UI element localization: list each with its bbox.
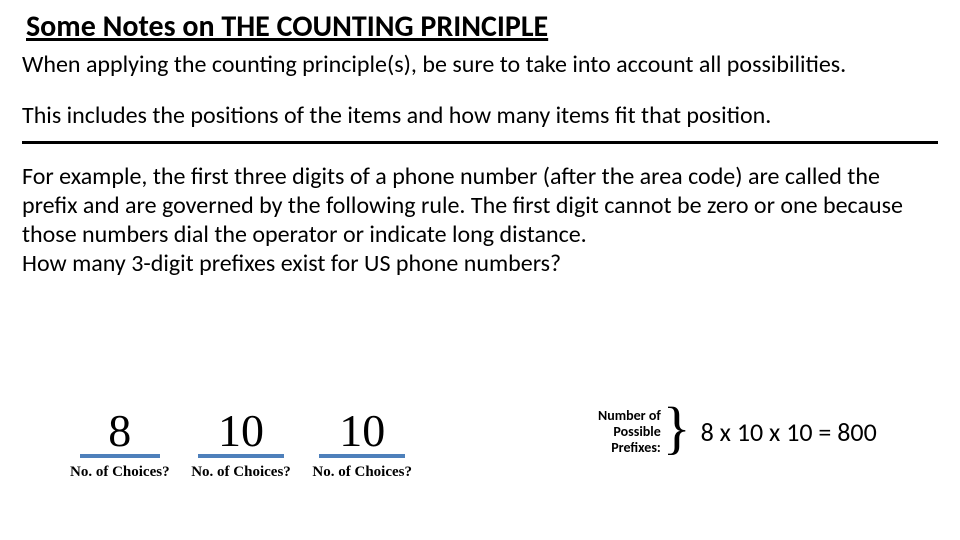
result-label-line1: Number of — [598, 407, 661, 424]
calculation-row: 8 No. of Choices? 10 No. of Choices? 10 … — [70, 408, 950, 481]
slot-2-label: No. of Choices? — [191, 464, 291, 481]
slot-2-value: 10 — [198, 408, 284, 458]
result-label-line2: Possible — [613, 423, 660, 440]
result-equation: 8 x 10 x 10 = 800 — [701, 416, 877, 448]
divider — [22, 141, 938, 144]
slot-3: 10 No. of Choices? — [312, 408, 412, 481]
slot-1-value: 8 — [80, 408, 160, 458]
slot-1: 8 No. of Choices? — [70, 408, 170, 481]
slot-1-label: No. of Choices? — [70, 464, 170, 481]
slot-3-value: 10 — [319, 408, 405, 458]
example-question: How many 3-digit prefixes exist for US p… — [22, 249, 561, 278]
example-text: For example, the first three digits of a… — [22, 162, 903, 250]
brace-icon: } — [663, 405, 691, 451]
example-paragraph: For example, the first three digits of a… — [22, 162, 938, 279]
slot-3-label: No. of Choices? — [312, 464, 412, 481]
result-label: Number of Possible Prefixes: — [598, 408, 661, 456]
page-title: Some Notes on THE COUNTING PRINCIPLE — [26, 8, 938, 45]
slot-2: 10 No. of Choices? — [191, 408, 291, 481]
intro-paragraph-1: When applying the counting principle(s),… — [22, 51, 938, 80]
slots-group: 8 No. of Choices? 10 No. of Choices? 10 … — [70, 408, 430, 481]
result-label-line3: Prefixes: — [611, 439, 661, 456]
intro-paragraph-2: This includes the positions of the items… — [22, 102, 938, 131]
result-group: Number of Possible Prefixes: } 8 x 10 x … — [598, 408, 877, 456]
